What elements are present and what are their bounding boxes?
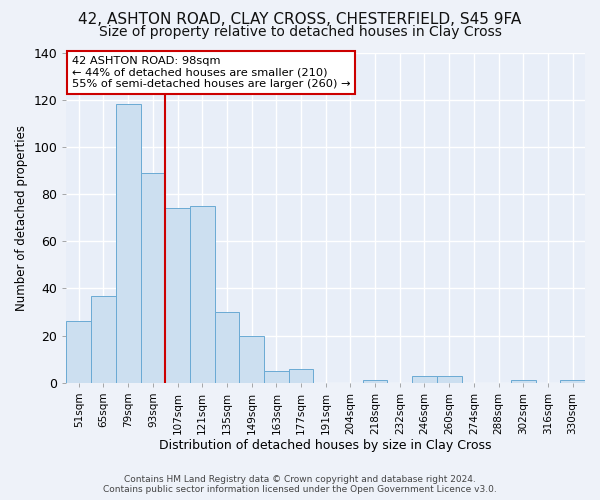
Bar — [165, 208, 190, 383]
Text: Size of property relative to detached houses in Clay Cross: Size of property relative to detached ho… — [98, 25, 502, 39]
Bar — [412, 376, 437, 383]
Bar — [239, 336, 264, 383]
Bar — [190, 206, 215, 383]
Text: 42, ASHTON ROAD, CLAY CROSS, CHESTERFIELD, S45 9FA: 42, ASHTON ROAD, CLAY CROSS, CHESTERFIEL… — [79, 12, 521, 28]
Bar — [116, 104, 140, 383]
Bar — [363, 380, 388, 383]
Bar — [560, 380, 585, 383]
Bar — [67, 322, 91, 383]
Y-axis label: Number of detached properties: Number of detached properties — [15, 124, 28, 310]
Text: Contains HM Land Registry data © Crown copyright and database right 2024.
Contai: Contains HM Land Registry data © Crown c… — [103, 474, 497, 494]
Bar — [264, 371, 289, 383]
Bar — [511, 380, 536, 383]
Text: 42 ASHTON ROAD: 98sqm
← 44% of detached houses are smaller (210)
55% of semi-det: 42 ASHTON ROAD: 98sqm ← 44% of detached … — [71, 56, 350, 89]
X-axis label: Distribution of detached houses by size in Clay Cross: Distribution of detached houses by size … — [160, 440, 492, 452]
Bar — [289, 368, 313, 383]
Bar — [215, 312, 239, 383]
Bar — [140, 173, 165, 383]
Bar — [91, 296, 116, 383]
Bar — [437, 376, 461, 383]
